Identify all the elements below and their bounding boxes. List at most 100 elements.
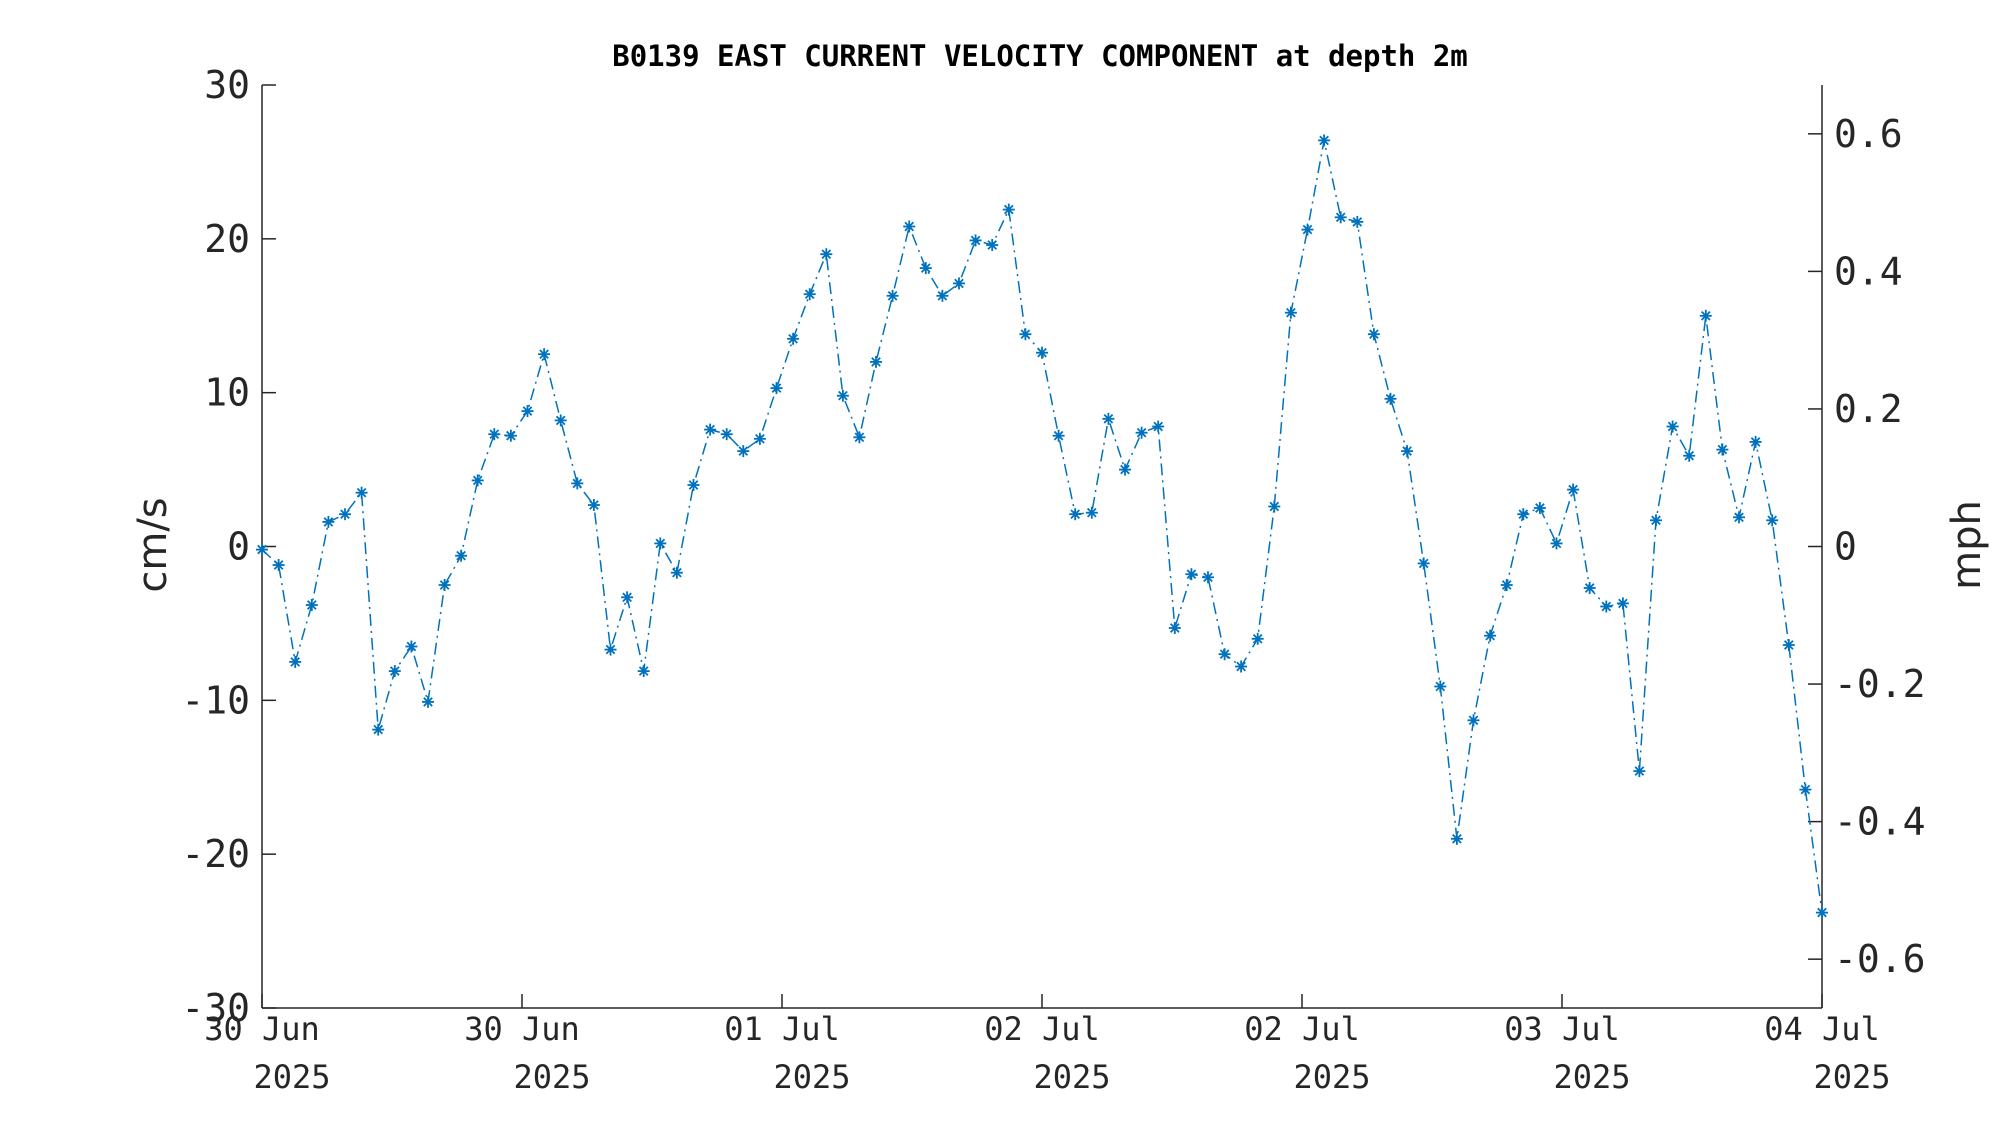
data-point-marker [1251,632,1264,645]
data-point-marker [1185,568,1198,581]
data-point-marker [1301,223,1314,236]
data-point-marker [621,591,634,604]
marker-stroke-d2 [406,641,417,652]
x-tick-label-date: 02 Jul [984,1010,1100,1048]
data-point-marker [1235,660,1248,673]
marker-stroke-d2 [1286,307,1296,318]
marker-stroke-d2 [672,567,682,578]
marker-stroke-d2 [1402,446,1412,456]
marker-stroke-d2 [804,289,815,300]
data-point-marker [504,429,517,442]
marker-stroke-d2 [257,544,267,555]
data-point-marker [1683,449,1696,462]
marker-stroke-d2 [306,600,317,610]
marker-stroke-d2 [1169,623,1180,633]
data-point-marker [1533,502,1546,514]
data-point-marker [820,248,833,261]
data-point-marker [1168,622,1181,634]
marker-stroke-d2 [771,383,782,393]
data-point-marker [704,423,717,436]
marker-stroke-d2 [522,406,533,416]
data-point-marker [1484,629,1497,642]
data-point-marker [256,543,268,556]
marker-stroke-d2 [1700,310,1711,321]
marker-stroke-d2 [1518,509,1529,520]
data-point-marker [637,665,650,678]
y-tick-label-right: 0 [1834,525,1857,569]
axes [261,85,1823,1009]
data-point-marker [1367,328,1380,341]
marker-stroke-d2 [1634,766,1645,776]
y-tick-label-left: 20 [204,217,250,261]
data-point-marker [1318,134,1331,147]
data-point-marker [1002,203,1015,216]
y-tick-label-left: 30 [204,63,250,107]
data-point-marker [1467,714,1480,727]
data-point-marker [488,428,501,441]
marker-stroke-d2 [638,666,649,676]
series-line [261,140,1823,913]
y-tick-label-right: 0.2 [1834,387,1903,431]
data-point-marker [305,599,318,611]
marker-stroke-d2 [838,390,848,401]
x-tick-label-date: 02 Jul [1244,1010,1360,1048]
marker-stroke-d2 [1236,661,1246,672]
marker-stroke-d2 [1053,430,1064,441]
data-point-marker [1202,571,1214,584]
y-tick-label-left: 10 [204,371,250,415]
marker-stroke-d2 [1418,558,1429,569]
data-point-marker [969,234,982,247]
marker-stroke-d2 [1551,538,1562,549]
marker-stroke-d2 [688,480,699,490]
data-point-marker [471,474,484,487]
chart-title: B0139 EAST CURRENT VELOCITY COMPONENT at… [612,39,1468,73]
marker-stroke-d2 [1153,421,1164,432]
data-point-marker [571,477,584,490]
marker-stroke-d2 [1584,583,1595,593]
marker-stroke-d2 [755,433,765,444]
marker-stroke-d2 [572,478,583,489]
data-point-marker [322,515,335,528]
data-point-marker [1633,765,1646,778]
data-point-marker [388,665,401,678]
data-point-marker [1650,514,1662,527]
marker-stroke-d2 [1452,833,1462,844]
data-point-marker [587,499,600,511]
y-tick-label-left: -10 [181,678,250,722]
marker-stroke-d2 [472,475,483,486]
data-point-marker [422,695,434,708]
marker-stroke-d2 [1203,572,1213,583]
data-point-marker [1816,906,1828,919]
data-point-marker [903,220,916,233]
data-point-marker [853,431,866,444]
marker-stroke-d2 [1319,135,1329,146]
marker-stroke-d2 [1501,580,1512,590]
x-tick-label-date: 01 Jul [724,1010,840,1048]
marker-stroke-d2 [273,560,284,570]
marker-stroke-d2 [1468,715,1479,726]
data-point-marker [1616,597,1629,610]
y-axis-label-right: mph [1944,500,1990,590]
x-tick-label-year: 2025 [513,1058,590,1096]
data-point-marker [1450,832,1463,845]
y-tick-label-right: -0.4 [1834,800,1926,844]
marker-stroke-d2 [788,333,798,344]
data-point-marker [1119,463,1131,476]
data-point-marker [1268,500,1281,513]
marker-stroke-d2 [1335,212,1346,223]
marker-stroke-d2 [1684,450,1695,461]
data-point-marker [554,414,567,427]
data-point-marker [1583,582,1596,594]
data-point-marker [405,640,418,653]
marker-stroke-d2 [622,592,632,603]
y-tick-label-right: -0.6 [1834,937,1926,981]
marker-stroke-d2 [655,538,666,549]
ticks: -30 -20 -10 0 10 20 30 -0.6 -0.4 -0.2 0 0.2 0.4 0.6 30… [181,63,1925,1096]
data-point-marker [770,382,783,395]
marker-stroke-d2 [1103,413,1114,424]
marker-stroke-d2 [1219,649,1230,660]
marker-stroke-d2 [1120,464,1130,475]
data-point-marker [1600,600,1613,613]
series-group [256,134,1828,919]
marker-stroke-d2 [373,724,384,735]
